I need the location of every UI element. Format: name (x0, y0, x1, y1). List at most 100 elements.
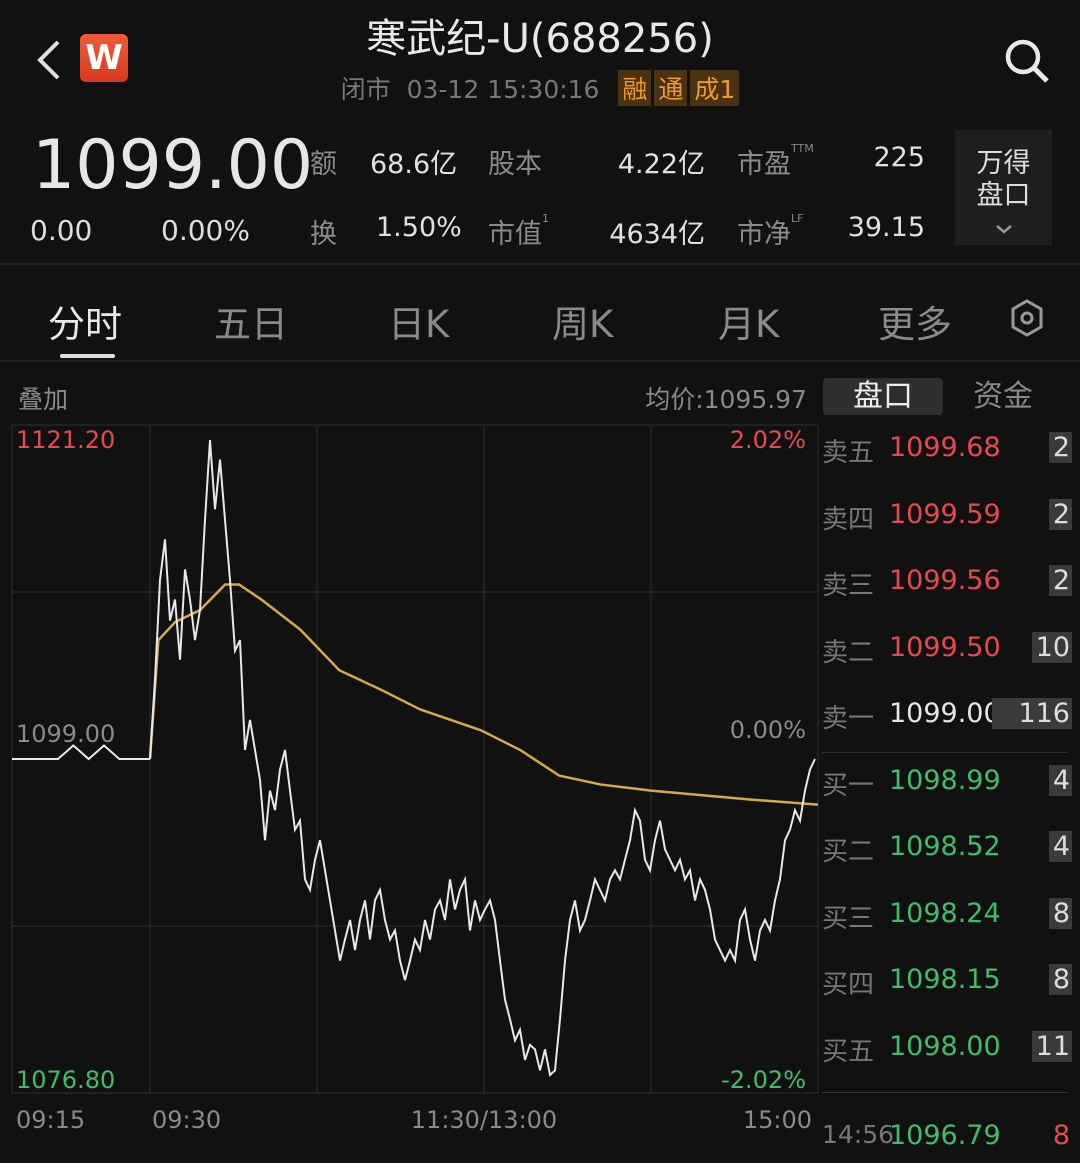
bid-row: 买一 1098.99 4 (822, 764, 1072, 805)
level-volume: 11 (1031, 1030, 1072, 1062)
level-price: 1099.59 (889, 498, 1001, 530)
pb-label: 市净 (737, 219, 791, 250)
stat-value-pb: 39.15 (847, 212, 925, 243)
trade-price: 1096.79 (889, 1120, 1001, 1151)
y-min-label: 1076.80 (16, 1066, 115, 1094)
level-label: 卖四 (822, 504, 875, 535)
chart-grid (11, 424, 819, 1094)
x-label-1500: 15:00 (743, 1106, 812, 1134)
divider (822, 752, 1067, 753)
component-tag: 成1 (690, 70, 740, 106)
pe-sup: TTM (791, 142, 814, 155)
stat-label-pb: 市净LF (737, 212, 803, 251)
tab-daily-k[interactable]: 日K (388, 303, 450, 346)
stat-value-turnover: 1.50% (376, 212, 462, 243)
level-price: 1099.68 (889, 432, 1001, 463)
divider (0, 263, 1080, 265)
level-label: 卖三 (822, 571, 875, 601)
level-volume: 4 (1048, 831, 1072, 862)
level-volume: 2 (1048, 432, 1072, 463)
x-label-0930: 09:30 (152, 1106, 221, 1134)
stat-value-mktcap: 4634亿 (609, 219, 705, 250)
level-label: 卖五 (822, 438, 875, 468)
wind-logo: W (80, 34, 128, 82)
level-price: 1098.24 (889, 897, 1001, 929)
trade-time: 14:56 (822, 1120, 895, 1149)
price-line (149, 439, 816, 1077)
level-label: 买三 (822, 903, 875, 934)
ask-row: 卖四 1099.59 2 (822, 498, 1072, 539)
stat-value-shares: 4.22亿 (617, 149, 705, 180)
tab-capital-flow[interactable]: 资金 (973, 379, 1033, 414)
level-label: 买一 (822, 770, 875, 801)
mktcap-label: 市值 (488, 219, 542, 250)
settings-hexagon-icon[interactable] (1008, 298, 1046, 338)
level-price: 1099.56 (889, 565, 1001, 596)
tab-more[interactable]: 更多 (878, 303, 952, 346)
wind-button-line1: 万得 (976, 148, 1031, 179)
bid-row: 买三 1098.24 8 (822, 897, 1072, 938)
ask-row: 卖二 1099.50 10 (822, 631, 1072, 672)
overlay-button[interactable]: 叠加 (18, 385, 69, 414)
level-price: 1098.15 (889, 964, 1001, 995)
level-label: 卖一 (822, 704, 875, 734)
level-volume: 4 (1048, 764, 1072, 796)
divider (822, 1092, 1067, 1093)
stat-label-shares: 股本 (488, 149, 542, 180)
y-max-label: 1121.20 (16, 426, 115, 454)
level-label: 买五 (822, 1036, 875, 1067)
level-price: 1098.52 (889, 831, 1001, 862)
wind-orderbook-button[interactable]: 万得 盘口 (955, 130, 1052, 245)
mktcap-sup: 1 (542, 212, 549, 225)
x-label-midday: 11:30/13:00 (411, 1106, 557, 1134)
pct-min-label: -2.02% (721, 1066, 806, 1094)
pct-mid-label: 0.00% (730, 716, 806, 744)
connect-tag: 通 (654, 70, 688, 106)
pct-max-label: 2.02% (730, 426, 806, 454)
active-tab-indicator (60, 354, 115, 358)
price-change-pct: 0.00% (161, 214, 250, 247)
avg-price-label: 均价:1095.97 (645, 385, 807, 414)
level-label: 买四 (822, 970, 875, 1000)
divider (0, 360, 1080, 362)
stat-label-mktcap: 市值1 (488, 212, 549, 251)
pb-sup: LF (791, 212, 804, 225)
level-volume: 2 (1048, 565, 1072, 596)
quote-datetime: 03-12 15:30:16 (406, 75, 600, 104)
x-label-0915: 09:15 (16, 1106, 85, 1134)
market-status-line: 闭市 03-12 15:30:16 融通成1 (0, 70, 1080, 106)
tab-five-day[interactable]: 五日 (214, 303, 288, 346)
chevron-down-icon (995, 225, 1012, 234)
last-price: 1099.00 (32, 126, 314, 205)
level-volume: 10 (1031, 631, 1072, 663)
margin-tag: 融 (618, 70, 652, 106)
level-label: 卖二 (822, 637, 875, 668)
search-icon[interactable] (1003, 37, 1051, 85)
ask-row: 卖一 1099.00 116 (822, 698, 1072, 738)
price-change: 0.00 (30, 214, 93, 247)
level-volume: 8 (1048, 897, 1072, 929)
premarket-line (12, 744, 150, 761)
bid-row: 买四 1098.15 8 (822, 964, 1072, 1004)
wind-button-line2: 盘口 (976, 180, 1031, 211)
tab-orderbook[interactable]: 盘口 (823, 378, 943, 415)
stat-value-amount: 68.6亿 (370, 149, 458, 180)
stat-label-turnover: 换 (310, 219, 337, 250)
ask-row: 卖三 1099.56 2 (822, 565, 1072, 605)
level-label: 买二 (822, 837, 875, 867)
last-trade-row: 14:56 1096.79 8 (822, 1120, 1072, 1160)
back-chevron-icon[interactable] (34, 38, 64, 82)
level-volume: 116 (992, 698, 1072, 729)
tab-monthly-k[interactable]: 月K (718, 303, 780, 346)
stat-label-amount: 额 (310, 149, 337, 180)
level-volume: 2 (1048, 498, 1072, 530)
market-status: 闭市 (340, 75, 391, 104)
tab-intraday[interactable]: 分时 (48, 303, 122, 346)
stat-label-pe: 市盈TTM (737, 142, 814, 181)
stock-title: 寒武纪-U(688256) (366, 16, 714, 62)
level-price: 1099.00 (889, 698, 1001, 729)
tab-weekly-k[interactable]: 周K (552, 303, 614, 346)
bid-row: 买二 1098.52 4 (822, 831, 1072, 871)
trade-vol: 8 (1052, 1120, 1070, 1151)
